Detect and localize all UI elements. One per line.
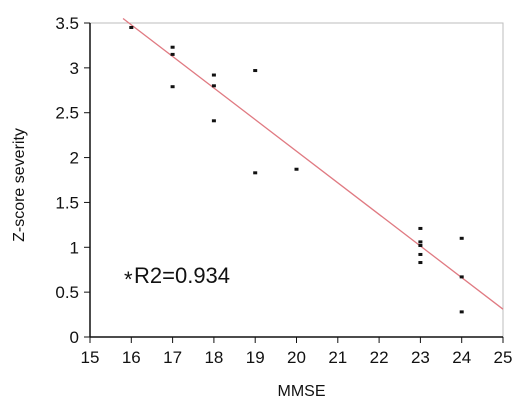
- x-tick-label: 16: [122, 348, 141, 367]
- x-tick-label: 19: [246, 348, 265, 367]
- y-tick-label: 1.5: [55, 193, 79, 212]
- data-point: [211, 84, 216, 88]
- y-tick-label: 2: [70, 149, 79, 168]
- data-point: [253, 69, 258, 73]
- y-tick-label: 2.5: [55, 104, 79, 123]
- x-tick-label: 18: [204, 348, 223, 367]
- x-tick-label: 17: [163, 348, 182, 367]
- data-points: [129, 25, 464, 314]
- y-axis-label: Z-score severity: [11, 128, 28, 242]
- data-point: [170, 45, 175, 49]
- data-point: [418, 243, 423, 247]
- r2-annotation: R2=0.934: [134, 263, 230, 288]
- data-point: [253, 171, 258, 175]
- x-axis-label: MMSE: [278, 383, 326, 400]
- data-point: [459, 275, 464, 279]
- y-tick-label: 0: [70, 328, 79, 347]
- y-tick-label: 3.5: [55, 14, 79, 33]
- x-tick-label: 20: [287, 348, 306, 367]
- data-point: [418, 226, 423, 230]
- data-point: [459, 310, 464, 314]
- x-tick-label: 15: [81, 348, 100, 367]
- tick-marks: [84, 22, 504, 343]
- data-point: [129, 25, 134, 29]
- y-tick-label: 3: [70, 59, 79, 78]
- regression-line: [122, 17, 504, 310]
- tick-labels: 15 16 17 18 19 20 21 22 23 24 25 0 0.5 1 1.5 2 2.5 3 3.5: [55, 14, 512, 367]
- regression-line-group: [122, 17, 504, 310]
- data-point: [418, 252, 423, 256]
- annotation-marker: *: [124, 267, 133, 292]
- x-tick-label: 24: [452, 348, 471, 367]
- x-tick-label: 21: [328, 348, 347, 367]
- data-point: [418, 261, 423, 265]
- data-point: [418, 240, 423, 244]
- y-tick-label: 0.5: [55, 283, 79, 302]
- data-point: [294, 167, 299, 171]
- data-point: [459, 236, 464, 240]
- data-point: [170, 52, 175, 56]
- x-tick-label: 25: [494, 348, 513, 367]
- plot-area: [89, 22, 504, 338]
- data-point: [211, 119, 216, 123]
- x-tick-label: 23: [411, 348, 430, 367]
- y-tick-label: 1: [70, 238, 79, 257]
- x-tick-label: 22: [370, 348, 389, 367]
- data-point: [211, 73, 216, 77]
- data-point: [170, 85, 175, 89]
